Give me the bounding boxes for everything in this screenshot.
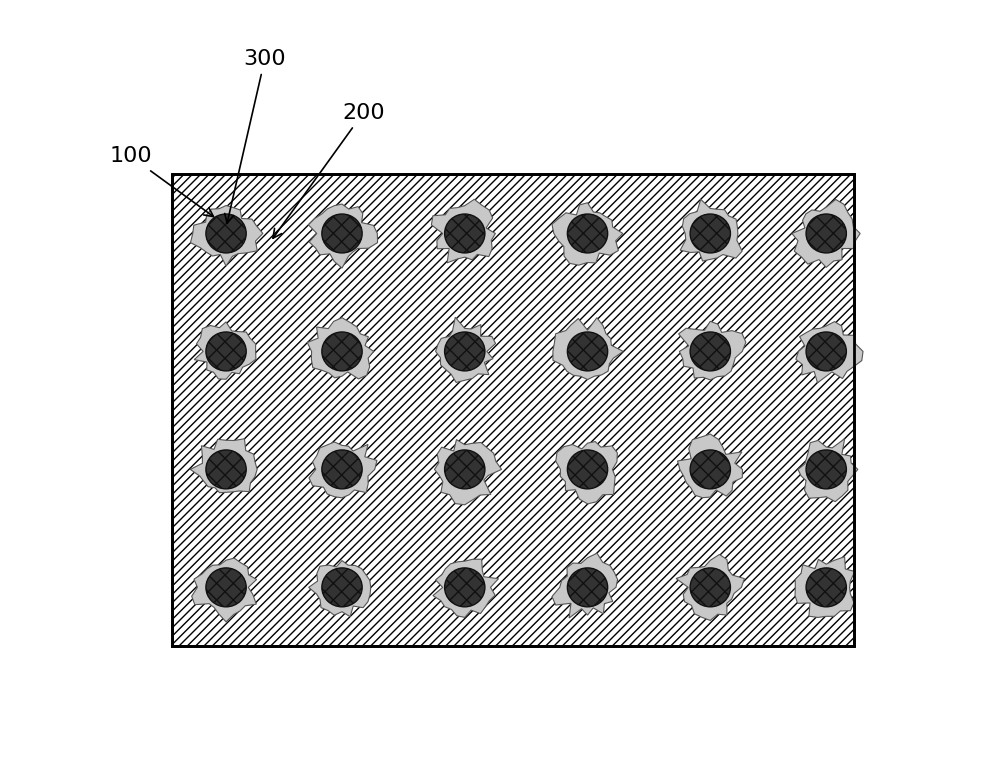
Polygon shape [553, 318, 623, 379]
Ellipse shape [445, 332, 485, 371]
Ellipse shape [445, 568, 485, 607]
Polygon shape [679, 321, 746, 380]
Polygon shape [552, 203, 623, 265]
Polygon shape [192, 558, 257, 622]
Ellipse shape [322, 332, 362, 371]
Polygon shape [308, 204, 378, 268]
Ellipse shape [322, 450, 362, 489]
Bar [172, 175, 854, 647]
Text: 100: 100 [110, 146, 213, 217]
Text: 200: 200 [273, 103, 385, 238]
Ellipse shape [567, 332, 608, 371]
Ellipse shape [206, 450, 246, 489]
Ellipse shape [206, 568, 246, 607]
Bar [172, 175, 854, 647]
Ellipse shape [567, 214, 608, 253]
Polygon shape [194, 322, 256, 379]
Polygon shape [552, 553, 618, 618]
Polygon shape [309, 442, 377, 498]
Ellipse shape [206, 214, 246, 253]
Polygon shape [796, 322, 863, 383]
Ellipse shape [322, 214, 362, 253]
Ellipse shape [567, 568, 608, 607]
Polygon shape [676, 555, 744, 620]
Polygon shape [433, 559, 498, 617]
Polygon shape [191, 205, 263, 266]
Polygon shape [190, 439, 257, 493]
Ellipse shape [206, 332, 246, 371]
Ellipse shape [445, 214, 485, 253]
Ellipse shape [806, 450, 846, 489]
Polygon shape [680, 199, 742, 261]
Ellipse shape [567, 450, 608, 489]
Polygon shape [434, 440, 502, 505]
Ellipse shape [690, 214, 730, 253]
Polygon shape [795, 557, 855, 617]
Polygon shape [792, 199, 860, 267]
Ellipse shape [806, 332, 846, 371]
Ellipse shape [445, 450, 485, 489]
Ellipse shape [806, 214, 846, 253]
Ellipse shape [690, 568, 730, 607]
Polygon shape [431, 199, 495, 263]
Polygon shape [798, 439, 858, 502]
Polygon shape [309, 561, 371, 617]
Polygon shape [678, 434, 742, 498]
Polygon shape [307, 318, 374, 379]
Polygon shape [556, 441, 617, 504]
Text: 300: 300 [225, 49, 286, 223]
Ellipse shape [806, 568, 846, 607]
Ellipse shape [690, 332, 730, 371]
Ellipse shape [322, 568, 362, 607]
Ellipse shape [690, 450, 730, 489]
Polygon shape [436, 317, 496, 382]
